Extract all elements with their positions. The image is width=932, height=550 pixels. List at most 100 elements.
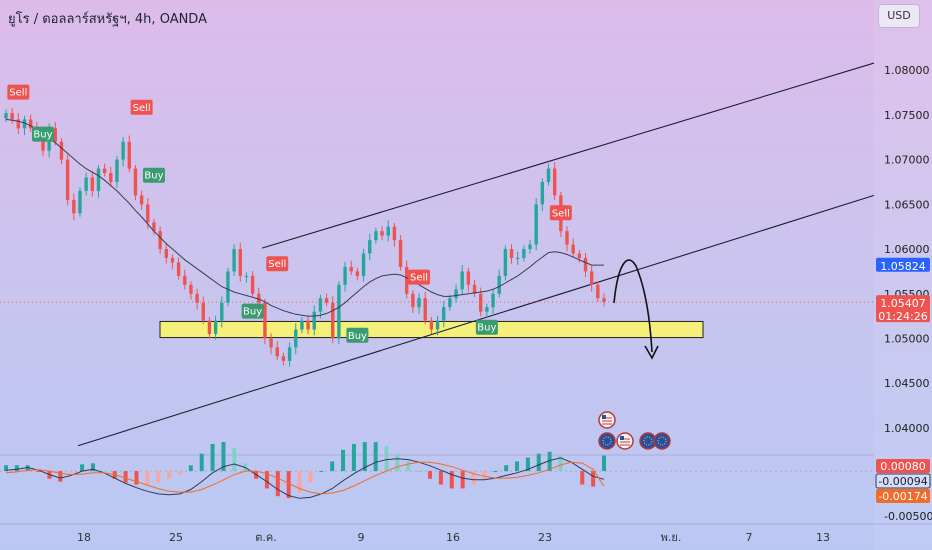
buy-badge-label: Buy — [144, 171, 163, 182]
candle-body — [349, 266, 353, 272]
macd-histogram-bar — [493, 471, 498, 473]
eu-stars — [602, 436, 612, 446]
macd-histogram-bar — [449, 471, 454, 489]
candle-body — [466, 271, 471, 285]
sell-badge-box — [266, 256, 289, 272]
sell-badge-label: Sell — [552, 208, 570, 219]
time-tick-label: พ.ย. — [661, 531, 682, 544]
candle-body — [583, 257, 588, 272]
macd-histogram-bar — [167, 471, 172, 479]
price-tick-label: 1.04500 — [884, 377, 930, 390]
candle-body — [534, 204, 538, 245]
candle-body — [515, 257, 520, 259]
macd-histogram-bar — [558, 455, 563, 472]
candle-body — [324, 298, 329, 303]
sell-signal-badge: Sell — [408, 269, 431, 285]
candle-body — [133, 168, 138, 196]
flag-circle — [616, 432, 634, 450]
macd-badge-box — [876, 459, 930, 473]
eu-circle — [653, 432, 671, 450]
eu-event-icon — [598, 432, 616, 450]
candle-body — [589, 271, 594, 285]
candle-body — [183, 275, 187, 285]
candle-body — [546, 168, 551, 182]
macd-histogram-bar — [286, 471, 291, 499]
price-tick-label: 1.07000 — [884, 154, 930, 167]
moving-average-line — [5, 118, 604, 317]
candle-body — [306, 320, 310, 330]
projection-arrow-head — [644, 345, 659, 360]
candle-body — [275, 347, 279, 357]
macd-histogram-bar — [123, 471, 128, 483]
macd-histogram-bar — [569, 471, 574, 473]
candle-body — [503, 249, 508, 276]
macd-line — [5, 457, 605, 499]
time-tick-label: 23 — [538, 531, 552, 544]
sell-badge-box — [7, 84, 30, 100]
candle-body — [497, 275, 501, 294]
macd-badge-text: 0.00080 — [880, 460, 926, 473]
time-tick-label: ต.ค. — [255, 531, 277, 544]
candle-body — [509, 249, 514, 258]
macd-histogram-bar — [101, 471, 106, 473]
candle-body — [429, 320, 434, 330]
candle-body — [380, 231, 384, 236]
macd-histogram-bar — [417, 471, 422, 473]
candle-body — [152, 222, 156, 232]
current-price-badge-box — [876, 295, 930, 323]
macd-histogram-bar — [264, 471, 269, 489]
buy-signal-badge: Buy — [346, 327, 369, 343]
buy-signal-badge: Buy — [241, 303, 264, 319]
candle-body — [454, 289, 458, 299]
macd-histogram-bar — [36, 471, 41, 473]
macd-histogram-bar — [297, 471, 302, 493]
buy-badge-box — [241, 303, 264, 319]
macd-histogram-bar — [134, 471, 139, 485]
macd-histogram-bar — [395, 453, 400, 472]
candle-body — [491, 293, 495, 308]
macd-histogram-bar — [188, 465, 193, 472]
symbol-title[interactable]: ยูโร / ดอลลาร์สหรัฐฯ, 4h, OANDA — [8, 12, 207, 27]
candle-body — [571, 244, 575, 254]
macd-histogram-bar — [504, 465, 509, 472]
candle-body — [485, 307, 489, 312]
macd-histogram-bar — [602, 455, 606, 472]
candle-body — [78, 190, 82, 214]
candle-body — [522, 249, 526, 258]
candle-body — [602, 298, 606, 302]
candle-body — [102, 168, 107, 174]
candle-body — [337, 284, 341, 339]
eu-stars — [657, 436, 667, 446]
us-event-icon — [598, 411, 616, 429]
macd-histogram-bar — [14, 465, 19, 472]
macd-histogram-bar — [341, 449, 346, 472]
ma-price-badge-box — [876, 257, 930, 272]
macd-histogram-bar — [319, 471, 324, 473]
macd-histogram-bar — [199, 453, 204, 472]
macd-histogram-bar — [373, 442, 378, 472]
currency-button[interactable]: USD — [878, 4, 920, 28]
current-price-badge-text: 1.05407 — [880, 297, 926, 310]
candle-body — [392, 226, 397, 241]
candle-body — [176, 262, 181, 276]
candle-body — [127, 141, 131, 169]
macd-histogram-bar — [145, 471, 150, 485]
buy-badge-label: Buy — [477, 323, 496, 334]
candle-body — [263, 302, 267, 339]
buy-badge-box — [475, 319, 498, 335]
buy-signal-badge: Buy — [142, 167, 165, 183]
macd-tick-label: -0.00500 — [884, 510, 932, 523]
candle-body — [59, 141, 64, 160]
macd-histogram-bar — [177, 471, 182, 475]
price-tick-label: 1.06000 — [884, 243, 930, 256]
candle-body — [22, 119, 27, 129]
candle-body — [331, 302, 335, 339]
macd-histogram-bar — [275, 471, 280, 497]
candle-body — [96, 168, 101, 191]
macd-badge-box — [876, 489, 930, 503]
candle-body — [312, 311, 316, 330]
time-tick-label: 13 — [816, 531, 830, 544]
macd-histogram-bar — [308, 471, 313, 483]
